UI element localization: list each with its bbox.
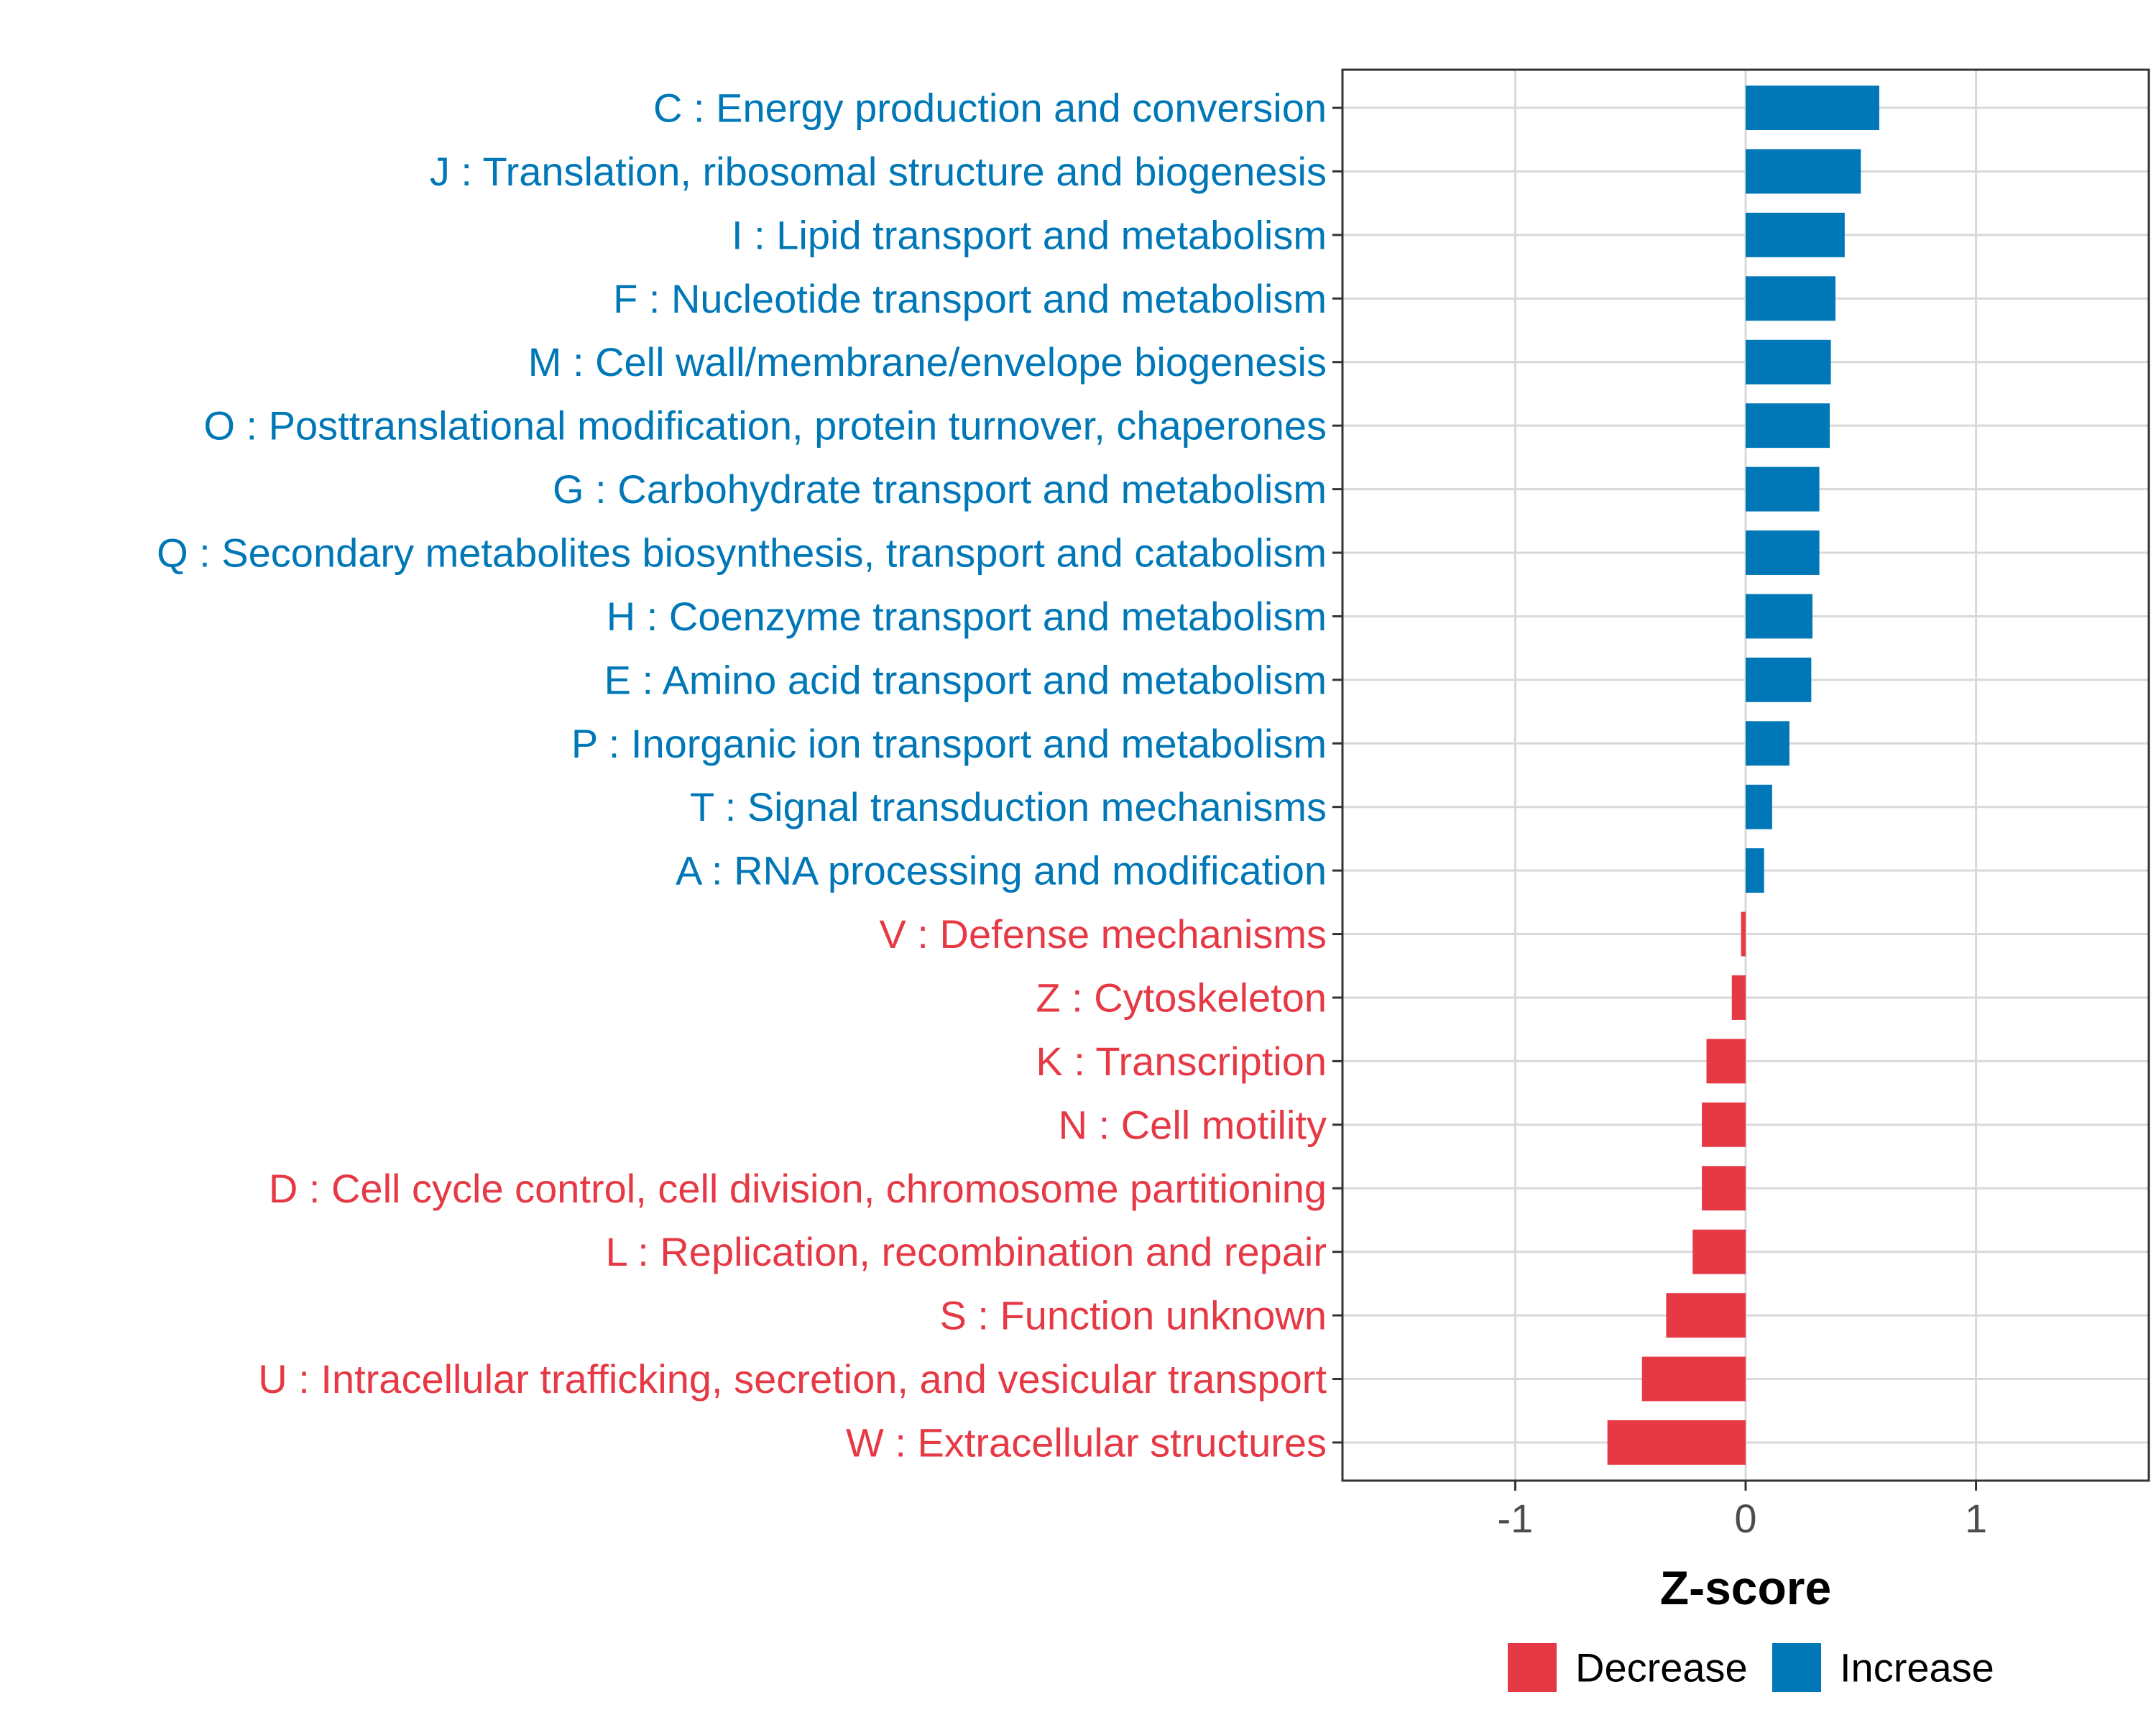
legend-key-decrease	[1508, 1643, 1557, 1692]
category-label: T : Signal transduction mechanisms	[690, 784, 1327, 829]
y-axis-ticks	[1332, 106, 1342, 1444]
category-label: O : Posttranslational modification, prot…	[203, 403, 1327, 448]
bar-i	[1746, 212, 1845, 257]
bar-p	[1746, 721, 1789, 766]
bar-w	[1607, 1420, 1746, 1465]
bar-h	[1746, 594, 1812, 639]
bar-l	[1692, 1229, 1746, 1274]
category-label: G : Carbohydrate transport and metabolis…	[553, 466, 1327, 512]
category-label: W : Extracellular structures	[846, 1420, 1327, 1465]
bar-m	[1746, 339, 1831, 385]
category-label: L : Replication, recombination and repai…	[606, 1229, 1327, 1274]
category-label: P : Inorganic ion transport and metaboli…	[571, 721, 1327, 766]
bar-q	[1746, 530, 1820, 575]
bar-d	[1702, 1166, 1746, 1211]
bar-f	[1746, 276, 1836, 321]
category-label: I : Lipid transport and metabolism	[732, 212, 1327, 257]
category-label: Z : Cytoskeleton	[1036, 975, 1327, 1020]
category-label: S : Function unknown	[939, 1293, 1327, 1338]
category-labels: C : Energy production and conversion J : …	[157, 86, 1327, 1466]
category-label: V : Defense mechanisms	[880, 911, 1327, 957]
bar-t	[1746, 784, 1772, 829]
category-label: F : Nucleotide transport and metabolism	[613, 276, 1327, 321]
category-label: J : Translation, ribosomal structure and…	[430, 149, 1327, 194]
x-axis-title: Z-score	[1660, 1561, 1831, 1614]
category-label: H : Coenzyme transport and metabolism	[607, 594, 1327, 639]
bar-v	[1741, 911, 1746, 957]
legend-label-increase: Increase	[1840, 1645, 1994, 1690]
category-label: A : RNA processing and modification	[676, 848, 1327, 893]
legend: Decrease Increase	[1508, 1643, 1994, 1692]
legend-key-increase	[1772, 1643, 1821, 1692]
bar-n	[1702, 1102, 1746, 1147]
bar-o	[1746, 403, 1830, 448]
bar-g	[1746, 466, 1820, 512]
bar-e	[1746, 657, 1812, 702]
x-tick-label: -1	[1498, 1496, 1534, 1541]
bar-u	[1641, 1356, 1746, 1402]
category-label: D : Cell cycle control, cell division, c…	[269, 1166, 1327, 1211]
x-tick-label: 0	[1734, 1496, 1756, 1541]
bar-z	[1731, 975, 1746, 1020]
bar-j	[1746, 149, 1861, 194]
category-label: E : Amino acid transport and metabolism	[604, 657, 1327, 702]
bar-c	[1746, 86, 1879, 131]
bars	[1607, 86, 1879, 1465]
category-label: K : Transcription	[1036, 1039, 1327, 1084]
legend-label-decrease: Decrease	[1575, 1645, 1748, 1690]
bar-s	[1666, 1293, 1746, 1338]
category-label: Q : Secondary metabolites biosynthesis, …	[157, 530, 1327, 576]
category-label: M : Cell wall/membrane/envelope biogenes…	[528, 339, 1327, 385]
bar-a	[1746, 848, 1764, 893]
x-tick-label: 1	[1965, 1496, 1987, 1541]
category-label: U : Intracellular trafficking, secretion…	[258, 1356, 1327, 1402]
x-axis-ticks: -1 0 1	[1498, 1481, 1987, 1541]
category-label: C : Energy production and conversion	[653, 86, 1327, 131]
category-label: N : Cell motility	[1059, 1102, 1327, 1147]
bar-k	[1706, 1039, 1746, 1084]
